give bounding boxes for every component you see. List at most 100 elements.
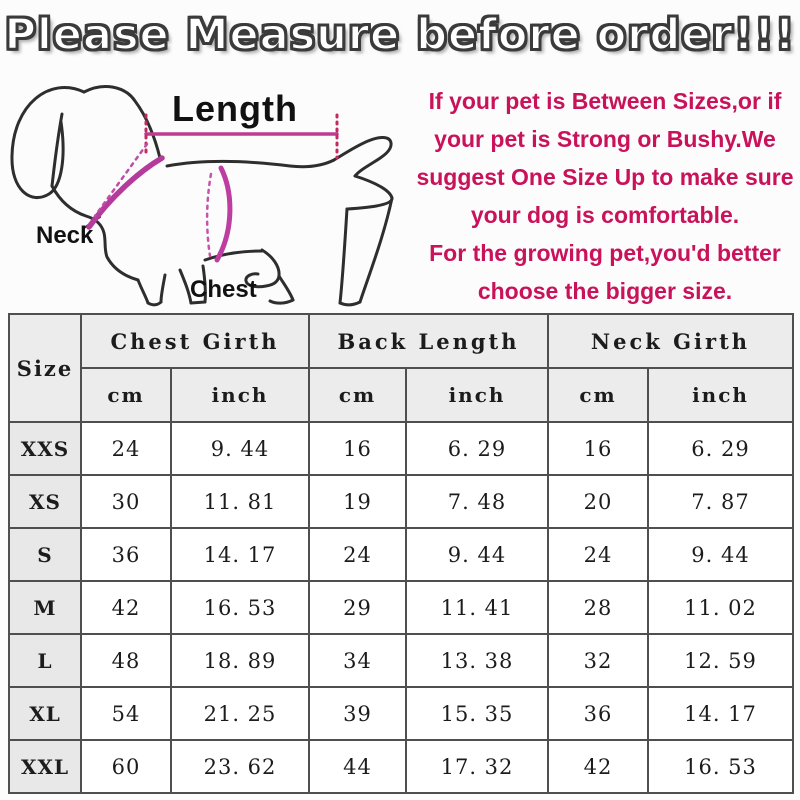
- unit-header-inch: inch: [405, 367, 549, 423]
- unit-header-inch: inch: [170, 367, 310, 423]
- neck-girth-dashed: [93, 142, 149, 218]
- table-cell: 34: [308, 633, 407, 688]
- table-cell: 60: [80, 739, 172, 794]
- chest-girth-dashed: [205, 172, 213, 258]
- table-cell: 11. 41: [405, 580, 549, 635]
- table-row: XL 54 21. 25 39 15. 35 36 14. 17: [8, 686, 794, 741]
- table-cell: 19: [308, 474, 407, 529]
- size-cell: XXL: [8, 739, 82, 794]
- table-cell: 42: [547, 739, 649, 794]
- dog-back: [165, 158, 336, 169]
- page-title: Please Measure before order!!!: [4, 9, 796, 61]
- table-unit-row: cm inch cm inch cm inch: [9, 367, 794, 423]
- dog-front-leg1: [136, 278, 150, 305]
- unit-header-cm: cm: [547, 367, 649, 423]
- table-cell: 14. 17: [170, 527, 310, 582]
- table-cell: 20: [547, 474, 649, 529]
- dog-front-leg2: [178, 268, 193, 305]
- note-line: suggest One Size Up to make sure: [416, 164, 794, 190]
- dog-muzzle: [50, 184, 140, 282]
- chest-girth-line: [214, 165, 233, 263]
- dog-hind-paw-far: [338, 300, 362, 307]
- unit-header-inch: inch: [647, 367, 794, 423]
- dog-belly: [203, 249, 264, 262]
- dog-hind-shin: [277, 274, 295, 302]
- table-cell: 23. 62: [170, 739, 310, 794]
- table-cell: 15. 35: [405, 686, 549, 741]
- dog-tail: [332, 136, 393, 178]
- table-cell: 54: [80, 686, 172, 741]
- unit-header-cm: cm: [308, 367, 407, 423]
- dog-measurement-diagram: Length Neck Chest: [0, 70, 410, 313]
- chest-label: Chest: [190, 276, 257, 303]
- dog-hind-paw-near: [268, 298, 295, 305]
- sizing-note: If your pet is Between Sizes,or if your …: [410, 70, 800, 313]
- table-cell: 11. 81: [170, 474, 310, 529]
- table-cell: 7. 87: [647, 474, 794, 529]
- length-label: Length: [172, 88, 298, 129]
- neck-girth-line: [86, 155, 165, 230]
- table-cell: 24: [547, 527, 649, 582]
- table-row: L 48 18. 89 34 13. 38 32 12. 59: [8, 633, 794, 688]
- size-chart-table: Size Chest Girth Back Length Neck Girth …: [8, 313, 794, 794]
- table-cell: 16. 53: [647, 739, 794, 794]
- dog-rump: [345, 174, 394, 211]
- table-cell: 21. 25: [170, 686, 310, 741]
- note-line: choose the bigger size.: [477, 278, 733, 304]
- table-cell: 9. 44: [405, 527, 549, 582]
- table-cell: 11. 02: [647, 580, 794, 635]
- dog-hind-leg-far-edge: [358, 196, 394, 304]
- dog-head: [82, 85, 162, 160]
- title-bar: Please Measure before order!!!: [0, 0, 800, 70]
- table-cell: 6. 29: [647, 421, 794, 476]
- dog-line-art: [10, 85, 394, 307]
- top-section: Length Neck Chest If your pet is Between…: [0, 70, 800, 313]
- size-cell: XL: [8, 686, 82, 741]
- table-cell: 14. 17: [647, 686, 794, 741]
- table-row: XXL 60 23. 62 44 17. 32 42 16. 53: [8, 739, 794, 794]
- table-header-row: Size Chest Girth Back Length Neck Girth: [8, 313, 794, 423]
- table-cell: 44: [308, 739, 407, 794]
- size-column-header: Size: [8, 313, 82, 423]
- note-line: your dog is comfortable.: [470, 202, 740, 228]
- table-cell: 36: [547, 686, 649, 741]
- note-line: your pet is Strong or Bushy.We: [434, 126, 776, 152]
- table-cell: 24: [80, 421, 172, 476]
- table-cell: 32: [547, 633, 649, 688]
- size-cell: M: [8, 580, 82, 635]
- table-cell: 16. 53: [170, 580, 310, 635]
- dog-front-leg1-back: [159, 273, 167, 304]
- table-row: XXS 24 9. 44 16 6. 29 16 6. 29: [8, 421, 794, 476]
- dog-front-paw1: [146, 300, 163, 307]
- chest-girth-header: Chest Girth: [80, 313, 310, 369]
- table-cell: 13. 38: [405, 633, 549, 688]
- size-cell: XS: [8, 474, 82, 529]
- table-row: M 42 16. 53 29 11. 41 28 11. 02: [8, 580, 794, 635]
- back-length-header: Back Length: [308, 313, 549, 369]
- table-cell: 48: [80, 633, 172, 688]
- table-cell: 12. 59: [647, 633, 794, 688]
- table-cell: 6. 29: [405, 421, 549, 476]
- dog-ear-inner: [50, 112, 64, 188]
- size-cell: L: [8, 633, 82, 688]
- table-row: S 36 14. 17 24 9. 44 24 9. 44: [8, 527, 794, 582]
- table-row: XS 30 11. 81 19 7. 48 20 7. 87: [8, 474, 794, 529]
- size-cell: S: [8, 527, 82, 582]
- note-line: For the growing pet,you'd better: [429, 240, 781, 266]
- table-cell: 29: [308, 580, 407, 635]
- unit-header-cm: cm: [80, 367, 172, 423]
- dog-front-leg2-back: [201, 264, 207, 304]
- table-cell: 36: [80, 527, 172, 582]
- dog-hind-leg-near: [244, 248, 281, 289]
- dog-ear: [10, 86, 86, 200]
- table-cell: 39: [308, 686, 407, 741]
- table-cell: 18. 89: [170, 633, 310, 688]
- table-cell: 7. 48: [405, 474, 549, 529]
- neck-girth-header: Neck Girth: [547, 313, 794, 369]
- table-cell: 28: [547, 580, 649, 635]
- table-cell: 9. 44: [170, 421, 310, 476]
- note-line: If your pet is Between Sizes,or if: [428, 88, 782, 114]
- table-cell: 30: [80, 474, 172, 529]
- dog-front-paw2: [189, 300, 207, 305]
